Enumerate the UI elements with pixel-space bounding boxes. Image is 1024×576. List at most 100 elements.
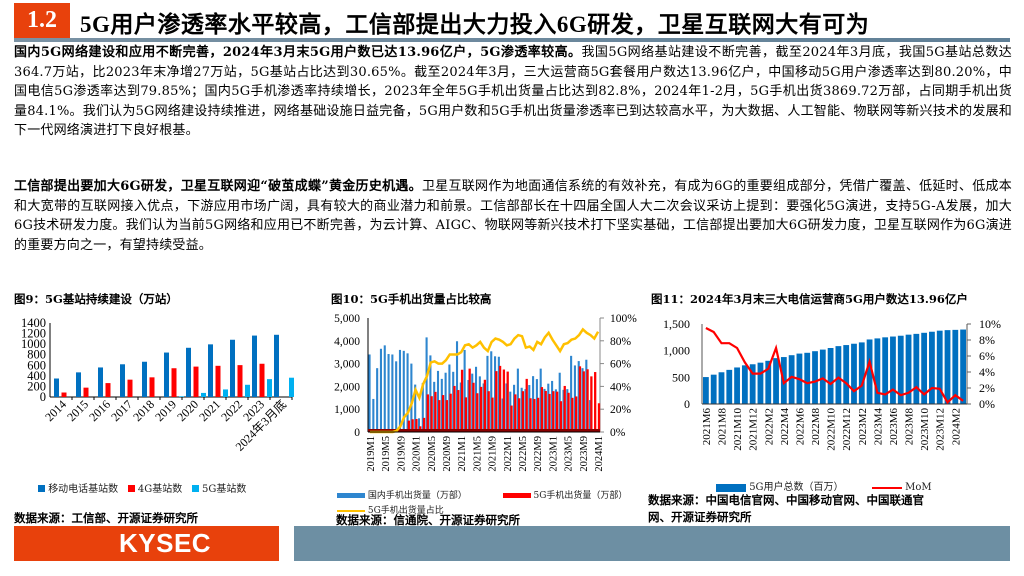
svg-text:2,000: 2,000 xyxy=(334,381,360,393)
svg-text:1000: 1000 xyxy=(21,337,46,351)
svg-text:400: 400 xyxy=(27,369,46,383)
svg-text:2022M12: 2022M12 xyxy=(841,408,853,451)
legend-label: MoM xyxy=(905,482,932,493)
svg-text:1,500: 1,500 xyxy=(663,317,690,331)
header-divider xyxy=(14,38,1010,42)
svg-text:2019M5: 2019M5 xyxy=(381,436,392,472)
svg-text:2020M1: 2020M1 xyxy=(412,436,423,472)
figure-9-source: 数据来源：工信部、开源证券研究所 xyxy=(14,511,198,525)
svg-text:2021M9: 2021M9 xyxy=(488,436,499,472)
legend-label: 移动电话基站数 xyxy=(48,484,119,495)
svg-text:2023M5: 2023M5 xyxy=(564,436,575,472)
figure-11-source-line1: 数据来源：中国电信官网、中国移动官网、中国联通官 xyxy=(648,493,924,507)
legend-swatch-4g xyxy=(127,485,135,492)
paragraph-body: 我国5G网络基站建设不断完善，截至2024年3月底，我国5G基站总数达364.7… xyxy=(14,45,1012,139)
svg-text:2%: 2% xyxy=(979,381,995,395)
footer-bar xyxy=(294,526,1010,561)
svg-text:2021M5: 2021M5 xyxy=(472,436,483,472)
svg-text:1,000: 1,000 xyxy=(663,344,690,358)
svg-text:2020M9: 2020M9 xyxy=(442,436,453,472)
svg-text:2021M8: 2021M8 xyxy=(716,408,728,446)
legend-label: 5G用户总数（百万） xyxy=(749,482,844,493)
svg-text:800: 800 xyxy=(27,348,46,362)
svg-text:0: 0 xyxy=(40,390,46,404)
section-number: 1.2 xyxy=(14,3,70,38)
legend-swatch-5g xyxy=(191,485,199,492)
legend-swatch-mom xyxy=(871,486,902,489)
figure-11-title: 图11：2024年3月末三大电信运营商5G用户数达13.96亿户 xyxy=(651,292,968,306)
svg-text:2021M1: 2021M1 xyxy=(457,436,468,472)
svg-text:200: 200 xyxy=(27,379,46,393)
legend-label: 5G基站数 xyxy=(202,484,247,495)
figure-9-chart: 0200400600800100012001400201420152016201… xyxy=(21,316,294,454)
svg-text:2022: 2022 xyxy=(218,397,245,424)
svg-text:1,000: 1,000 xyxy=(334,404,360,416)
svg-text:0: 0 xyxy=(354,427,360,439)
legend-swatch-5g-shipments xyxy=(502,493,531,498)
svg-text:2024M2: 2024M2 xyxy=(950,408,962,445)
svg-text:60%: 60% xyxy=(610,359,632,371)
svg-text:2017: 2017 xyxy=(108,397,135,424)
legend-swatch-5g-users xyxy=(716,483,746,492)
svg-text:1200: 1200 xyxy=(21,327,46,341)
svg-text:2023M1: 2023M1 xyxy=(548,436,559,472)
paragraph-body: 卫星互联网作为地面通信系统的有效补充，有成为6G的重要组成部分，凭借广覆盖、低延… xyxy=(14,179,1012,253)
svg-text:600: 600 xyxy=(27,358,46,372)
figure-11-source-line2: 网、开源证券研究所 xyxy=(648,510,752,524)
figure-10-title: 图10：5G手机出货量占比较高 xyxy=(331,292,492,306)
legend-label: 4G基站数 xyxy=(137,484,183,495)
svg-text:10%: 10% xyxy=(979,317,1001,331)
svg-text:2024M1: 2024M1 xyxy=(594,436,605,472)
svg-text:1400: 1400 xyxy=(21,316,46,330)
slide-title: 5G用户渗透率水平较高，工信部提出大力投入6G研发，卫星互联网大有可为 xyxy=(80,12,870,37)
svg-text:4%: 4% xyxy=(979,365,995,379)
svg-text:2023M12: 2023M12 xyxy=(935,408,947,451)
svg-text:2019M1: 2019M1 xyxy=(366,436,377,472)
paragraph-6g-satellite: 工信部提出要加大6G研发，卫星互联网迎“破茧成蝶”黄金历史机遇。卫星互联网作为地… xyxy=(14,177,1012,255)
figure-9-legend: 移动电话基站数 4G基站数 5G基站数 xyxy=(38,480,246,495)
svg-text:80%: 80% xyxy=(610,336,632,348)
legend-swatch-5g-share xyxy=(337,509,365,512)
svg-text:8%: 8% xyxy=(979,333,995,347)
figure-10-legend: 国内手机出货量（万部） 5G手机出货量（万部） 5G手机出货量占比 xyxy=(337,488,627,516)
svg-text:2023M9: 2023M9 xyxy=(579,436,590,472)
svg-text:2019: 2019 xyxy=(152,397,179,424)
svg-text:6%: 6% xyxy=(979,349,995,363)
legend-label: 5G手机出货量占比 xyxy=(367,506,444,516)
legend-swatch-mobile-stations xyxy=(38,485,45,492)
svg-text:2022M5: 2022M5 xyxy=(518,436,529,472)
svg-text:2019M9: 2019M9 xyxy=(396,436,407,472)
svg-text:2022M6: 2022M6 xyxy=(794,408,806,446)
svg-text:2023M8: 2023M8 xyxy=(904,408,916,446)
figure-10-chart: 0 1,000 2,000 3,000 4,000 5,000 0% 20% 40% 60% 80%… xyxy=(334,313,637,472)
svg-text:0%: 0% xyxy=(610,427,626,439)
slide-header: 1.2 5G用户渗透率水平较高，工信部提出大力投入6G研发，卫星互联网大有可为 xyxy=(0,0,1024,42)
svg-text:2021M6: 2021M6 xyxy=(701,408,713,446)
svg-text:2023M6: 2023M6 xyxy=(888,408,900,446)
svg-text:40%: 40% xyxy=(610,381,632,393)
svg-text:2014: 2014 xyxy=(42,397,69,424)
svg-text:2023M10: 2023M10 xyxy=(919,408,931,451)
svg-text:2022M2: 2022M2 xyxy=(763,408,775,445)
svg-text:20%: 20% xyxy=(610,404,632,416)
svg-text:2021M12: 2021M12 xyxy=(748,408,760,451)
paragraph-lead: 工信部提出要加大6G研发，卫星互联网迎“破茧成蝶”黄金历史机遇。 xyxy=(14,179,422,194)
svg-text:2023M4: 2023M4 xyxy=(872,408,884,446)
svg-text:500: 500 xyxy=(672,370,690,384)
svg-text:2023M2: 2023M2 xyxy=(857,408,869,445)
svg-text:2018: 2018 xyxy=(130,397,157,424)
paragraph-lead: 国内5G网络建设和应用不断完善，2024年3月末5G用户数已达13.96亿户，5… xyxy=(14,45,582,60)
paragraph-5g-adoption: 国内5G网络建设和应用不断完善，2024年3月末5G用户数已达13.96亿户，5… xyxy=(14,43,1012,141)
svg-text:0%: 0% xyxy=(979,397,995,411)
svg-text:4,000: 4,000 xyxy=(334,336,360,348)
svg-text:2020: 2020 xyxy=(174,397,201,424)
svg-text:2022M1: 2022M1 xyxy=(503,436,514,472)
kysec-logo: KYSEC xyxy=(14,526,279,561)
svg-text:2016: 2016 xyxy=(86,397,113,424)
figure-11-legend: 5G用户总数（百万） MoM xyxy=(716,478,932,493)
legend-label: 5G手机出货量（万部） xyxy=(533,491,628,501)
svg-text:0: 0 xyxy=(684,397,690,411)
figure-9-title: 图9：5G基站持续建设（万站） xyxy=(14,292,178,306)
figure-10-source: 数据来源：信通院、开源证券研究所 xyxy=(336,513,520,527)
svg-text:3,000: 3,000 xyxy=(334,359,360,371)
